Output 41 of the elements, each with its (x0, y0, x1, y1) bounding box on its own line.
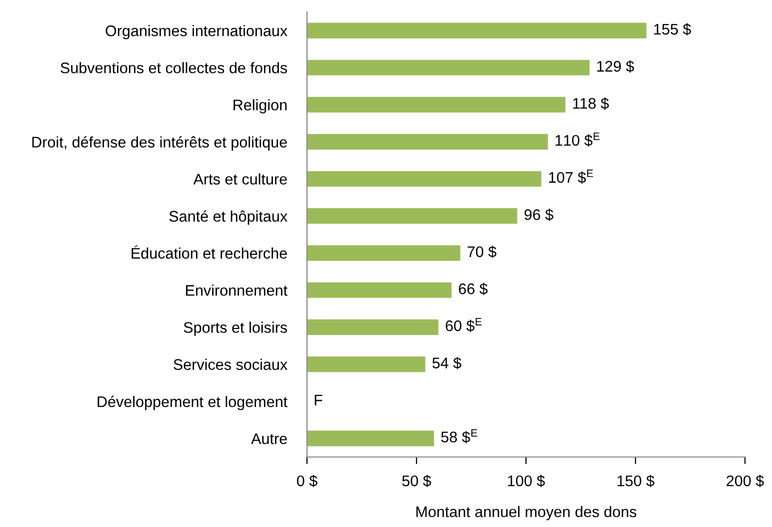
y-tick-label: Droit, défense des intérêts et politique (32, 136, 287, 151)
data-label: 60 $$^{E}$ (446, 318, 482, 332)
y-tick-label: Santé et hôpitaux (169, 210, 288, 225)
x-tick-label: 200 $ (726, 474, 764, 488)
x-axis-title: Montant annuel moyen des dons (416, 506, 636, 520)
bar (307, 171, 542, 187)
bar (307, 245, 460, 261)
data-label: 58 $$^{E}$ (441, 429, 478, 444)
data-label: 107 $$^{E}$ (549, 170, 593, 184)
bar (307, 208, 518, 224)
bar (307, 430, 434, 446)
data-label: 96 $ (524, 208, 554, 221)
data-label: 66 $ (458, 282, 488, 296)
y-tick-label: Éducation et recherche (132, 245, 287, 259)
x-tick-label: 0 $ (296, 474, 318, 488)
x-tick-label: 150 $ (618, 474, 654, 488)
y-tick-label: Services sociaux (174, 358, 288, 370)
y-tick-label: Environnement (186, 284, 288, 296)
text: F (314, 394, 322, 406)
data-label: 155 $ (654, 23, 692, 36)
y-tick-label: Organismes internationaux (106, 25, 288, 40)
bar (307, 356, 426, 372)
y-tick-label: Subventions et collectes de fonds (60, 62, 288, 74)
bar (307, 282, 452, 298)
data-label: 70 $ (468, 246, 496, 258)
x-tick-label: 100 $ (508, 474, 545, 488)
y-tick-label: Religion (234, 99, 287, 114)
bar (307, 134, 548, 150)
bar (307, 22, 646, 38)
bar (307, 96, 566, 112)
bar (307, 60, 590, 76)
y-tick-label: Développement et logement (98, 396, 288, 410)
data-label: 118 $ (573, 97, 609, 110)
y-tick-label: Sports et loisirs (184, 322, 288, 336)
data-label: 129 $ (597, 60, 634, 73)
bar (307, 319, 438, 335)
y-tick-label: Autre (251, 433, 287, 444)
y-tick-label: Arts et culture (193, 173, 287, 185)
data-label: 110 $$^{E}$ (556, 132, 600, 147)
data-label: 54 $ (432, 356, 462, 370)
x-tick-label: 50 $ (402, 474, 432, 488)
